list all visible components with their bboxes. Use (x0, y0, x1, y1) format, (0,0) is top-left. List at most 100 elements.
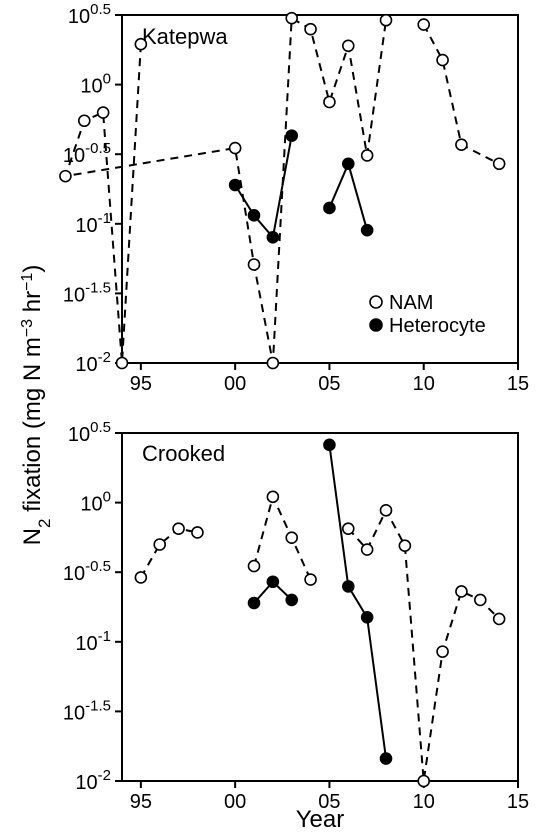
y-tick-label: 10-1 (75, 628, 111, 655)
data-point-heterocyte (285, 129, 299, 142)
data-point-heterocyte (266, 575, 280, 589)
data-point-nam (379, 504, 393, 517)
data-point-nam (247, 559, 261, 573)
panel-crooked: Crooked 95 00 05 10 15 10-210-1.510-110-0.51… (63, 419, 529, 813)
x-ticks-crooked: 95 00 05 10 15 (130, 781, 529, 813)
data-point-heterocyte (360, 610, 374, 624)
data-point-nam (266, 356, 280, 370)
data-point-nam (417, 18, 431, 31)
data-point-nam (436, 645, 449, 658)
data-point-nam (115, 356, 129, 370)
data-point-nam (360, 543, 374, 556)
x-tick-label: 15 (507, 373, 529, 395)
y-tick-label: 100.5 (68, 1, 111, 28)
series-line-heterocyte (328, 160, 369, 231)
data-point-nam (228, 141, 242, 155)
data-point-nam (285, 11, 299, 25)
legend: NAM Heterocyte (369, 292, 486, 337)
data-point-nam (492, 157, 506, 171)
data-point-nam (436, 53, 449, 67)
series-lines (63, 16, 500, 364)
series-line-nam (347, 508, 500, 782)
plot-frame-crooked (121, 432, 519, 782)
x-tick-label: 10 (413, 373, 435, 395)
legend-label-nam: NAM (389, 292, 433, 314)
panel-title-crooked: Crooked (142, 441, 225, 466)
x-tick-label: 00 (224, 791, 246, 813)
data-point-nam (77, 114, 91, 128)
data-point-nam (341, 39, 355, 53)
x-tick-label: 95 (130, 373, 152, 395)
series-lines (140, 444, 500, 782)
y-tick-label: 10-2 (75, 767, 111, 794)
data-point-heterocyte (379, 752, 393, 765)
data-point-heterocyte (323, 201, 336, 215)
data-point-nam (191, 526, 204, 539)
data-point-heterocyte (247, 209, 261, 222)
plot-frame-katepwa (121, 14, 519, 364)
x-tick-label: 05 (318, 373, 340, 395)
data-point-nam (379, 13, 393, 27)
y-tick-label: 100 (80, 71, 111, 98)
data-point-heterocyte (247, 596, 261, 610)
legend-marker-nam (369, 295, 383, 309)
data-point-heterocyte (266, 230, 280, 244)
y-tick-label: 100 (80, 489, 111, 516)
y-ticks-crooked: 10-2 10-1.5 10-1 10-0.5 100 100.5 (63, 419, 122, 794)
series-points (59, 11, 506, 370)
panel-katepwa: Katepwa 95 00 05 10 15 10-210-1.510-110-0.51… (59, 1, 529, 395)
data-point-heterocyte (360, 223, 374, 237)
data-point-nam (134, 37, 148, 51)
data-point-nam (285, 531, 299, 544)
data-point-nam (59, 169, 72, 183)
panel-title-katepwa: Katepwa (142, 24, 228, 49)
data-point-nam (247, 258, 261, 271)
data-point-heterocyte (228, 178, 242, 192)
data-point-heterocyte (285, 593, 299, 607)
data-point-nam (417, 774, 431, 788)
data-point-heterocyte (341, 157, 355, 171)
y-tick-label: 100.5 (68, 419, 111, 446)
series-points (134, 438, 506, 788)
data-point-nam (96, 106, 110, 119)
data-point-nam (266, 490, 280, 504)
data-point-nam (398, 539, 412, 553)
data-point-nam (323, 95, 336, 109)
x-tick-label: 10 (413, 791, 435, 813)
y-tick-label: 10-2 (75, 349, 111, 376)
data-point-nam (360, 149, 374, 162)
series-line-heterocyte (328, 444, 387, 759)
y-tick-label: 10-0.5 (63, 558, 111, 585)
y-tick-label: 10-1 (75, 210, 111, 237)
x-tick-label: 00 (224, 373, 246, 395)
data-point-nam (455, 138, 468, 152)
data-point-nam (341, 522, 355, 535)
y-axis-title: N2 fixation (mg N m−3 hr−1) (19, 265, 54, 546)
data-point-nam (172, 522, 185, 535)
x-ticks-katepwa: 95 00 05 10 15 (130, 363, 529, 395)
data-point-nam (304, 573, 317, 586)
data-point-nam (153, 538, 167, 551)
series-crooked (134, 438, 506, 788)
x-axis-title: Year (296, 806, 345, 833)
series-katepwa (59, 11, 506, 370)
series-line-nam (140, 527, 198, 578)
series-line-heterocyte (234, 135, 293, 240)
data-point-nam (473, 593, 487, 607)
legend-label-heterocyte: Heterocyte (389, 315, 486, 337)
legend-marker-heterocyte (369, 318, 383, 332)
data-point-nam (304, 22, 317, 36)
data-point-nam (455, 585, 468, 598)
series-line-nam (422, 24, 500, 165)
x-tick-label: 15 (507, 791, 529, 813)
data-point-heterocyte (323, 438, 336, 452)
y-tick-label: 10-1.5 (63, 279, 111, 306)
x-tick-label: 95 (130, 791, 152, 813)
series-line-nam (63, 16, 387, 364)
y-tick-label: 10-1.5 (63, 697, 111, 724)
x-tick-label: 05 (318, 791, 340, 813)
data-point-nam (492, 612, 506, 626)
series-line-nam (253, 493, 312, 581)
